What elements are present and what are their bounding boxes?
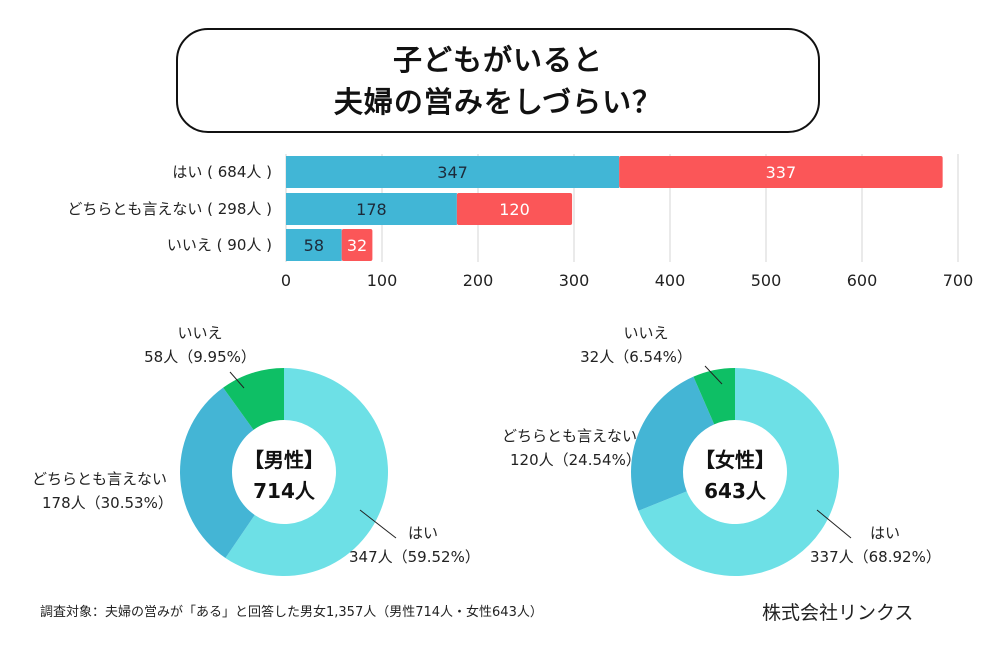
donut-center-count: 714人 xyxy=(253,479,316,503)
leader-line xyxy=(704,365,723,385)
slice-label: いいえ xyxy=(177,324,222,342)
bar-male xyxy=(286,193,457,225)
x-tick-label: 0 xyxy=(281,271,291,290)
donut-slice-yes xyxy=(225,368,389,576)
donut-slice-neutral xyxy=(631,376,715,511)
x-tick-label: 400 xyxy=(655,271,686,290)
company-name: 株式会社リンクス xyxy=(762,602,914,624)
title-line-2: 夫婦の営みをしづらい？ xyxy=(333,84,663,119)
slice-count-label: 58人（9.95%） xyxy=(144,348,256,366)
slice-label: どちらとも言えない xyxy=(32,470,167,488)
leader-line xyxy=(229,371,245,389)
slice-count-label: 178人（30.53%） xyxy=(42,494,173,512)
survey-note: 調査対象：夫婦の営みが「ある」と回答した男女1,357人（男性714人・女性64… xyxy=(40,605,543,620)
donut-slice-no xyxy=(693,368,735,425)
donut-center-title: 【男性】 xyxy=(244,448,324,472)
donut-slice-neutral xyxy=(179,387,255,558)
slice-count-label: 120人（24.54%） xyxy=(510,451,641,469)
donut-center-count: 643人 xyxy=(704,479,767,503)
bar-male xyxy=(286,229,342,261)
donut-slice-no xyxy=(223,368,284,430)
slice-label: どちらとも言えない xyxy=(502,427,637,445)
x-tick-label: 200 xyxy=(463,271,494,290)
title-line-1: 子どもがいると xyxy=(392,42,603,77)
title-box: 子どもがいると 夫婦の営みをしづらい？ xyxy=(176,28,820,133)
leader-line xyxy=(816,509,852,539)
bar-value-label: 32 xyxy=(347,236,367,255)
x-tick-label: 100 xyxy=(367,271,398,290)
slice-count-label: 347人（59.52%） xyxy=(349,548,480,566)
x-tick-label: 500 xyxy=(751,271,782,290)
donut-center-title: 【女性】 xyxy=(695,448,775,472)
bar-female xyxy=(456,193,573,225)
category-label: いいえ ( 90人 ) xyxy=(167,236,272,254)
bar-value-label: 178 xyxy=(356,200,387,219)
bar-female xyxy=(341,229,373,261)
bar-female xyxy=(619,156,943,188)
bar-value-label: 337 xyxy=(766,163,797,182)
slice-count-label: 32人（6.54%） xyxy=(580,348,692,366)
slice-label: はい xyxy=(408,524,438,542)
x-tick-label: 600 xyxy=(847,271,878,290)
bar-value-label: 347 xyxy=(437,163,468,182)
donut-slice-yes xyxy=(638,368,840,577)
slice-count-label: 337人（68.92%） xyxy=(810,548,941,566)
bar-male xyxy=(286,156,620,188)
category-label: はい ( 684人 ) xyxy=(172,163,272,181)
leader-line xyxy=(359,509,397,539)
x-tick-label: 300 xyxy=(559,271,590,290)
slice-label: はい xyxy=(870,524,900,542)
bar-value-label: 120 xyxy=(499,200,530,219)
category-label: どちらとも言えない ( 298人 ) xyxy=(67,200,272,218)
x-tick-label: 700 xyxy=(943,271,974,290)
slice-label: いいえ xyxy=(623,324,668,342)
bar-value-label: 58 xyxy=(304,236,324,255)
